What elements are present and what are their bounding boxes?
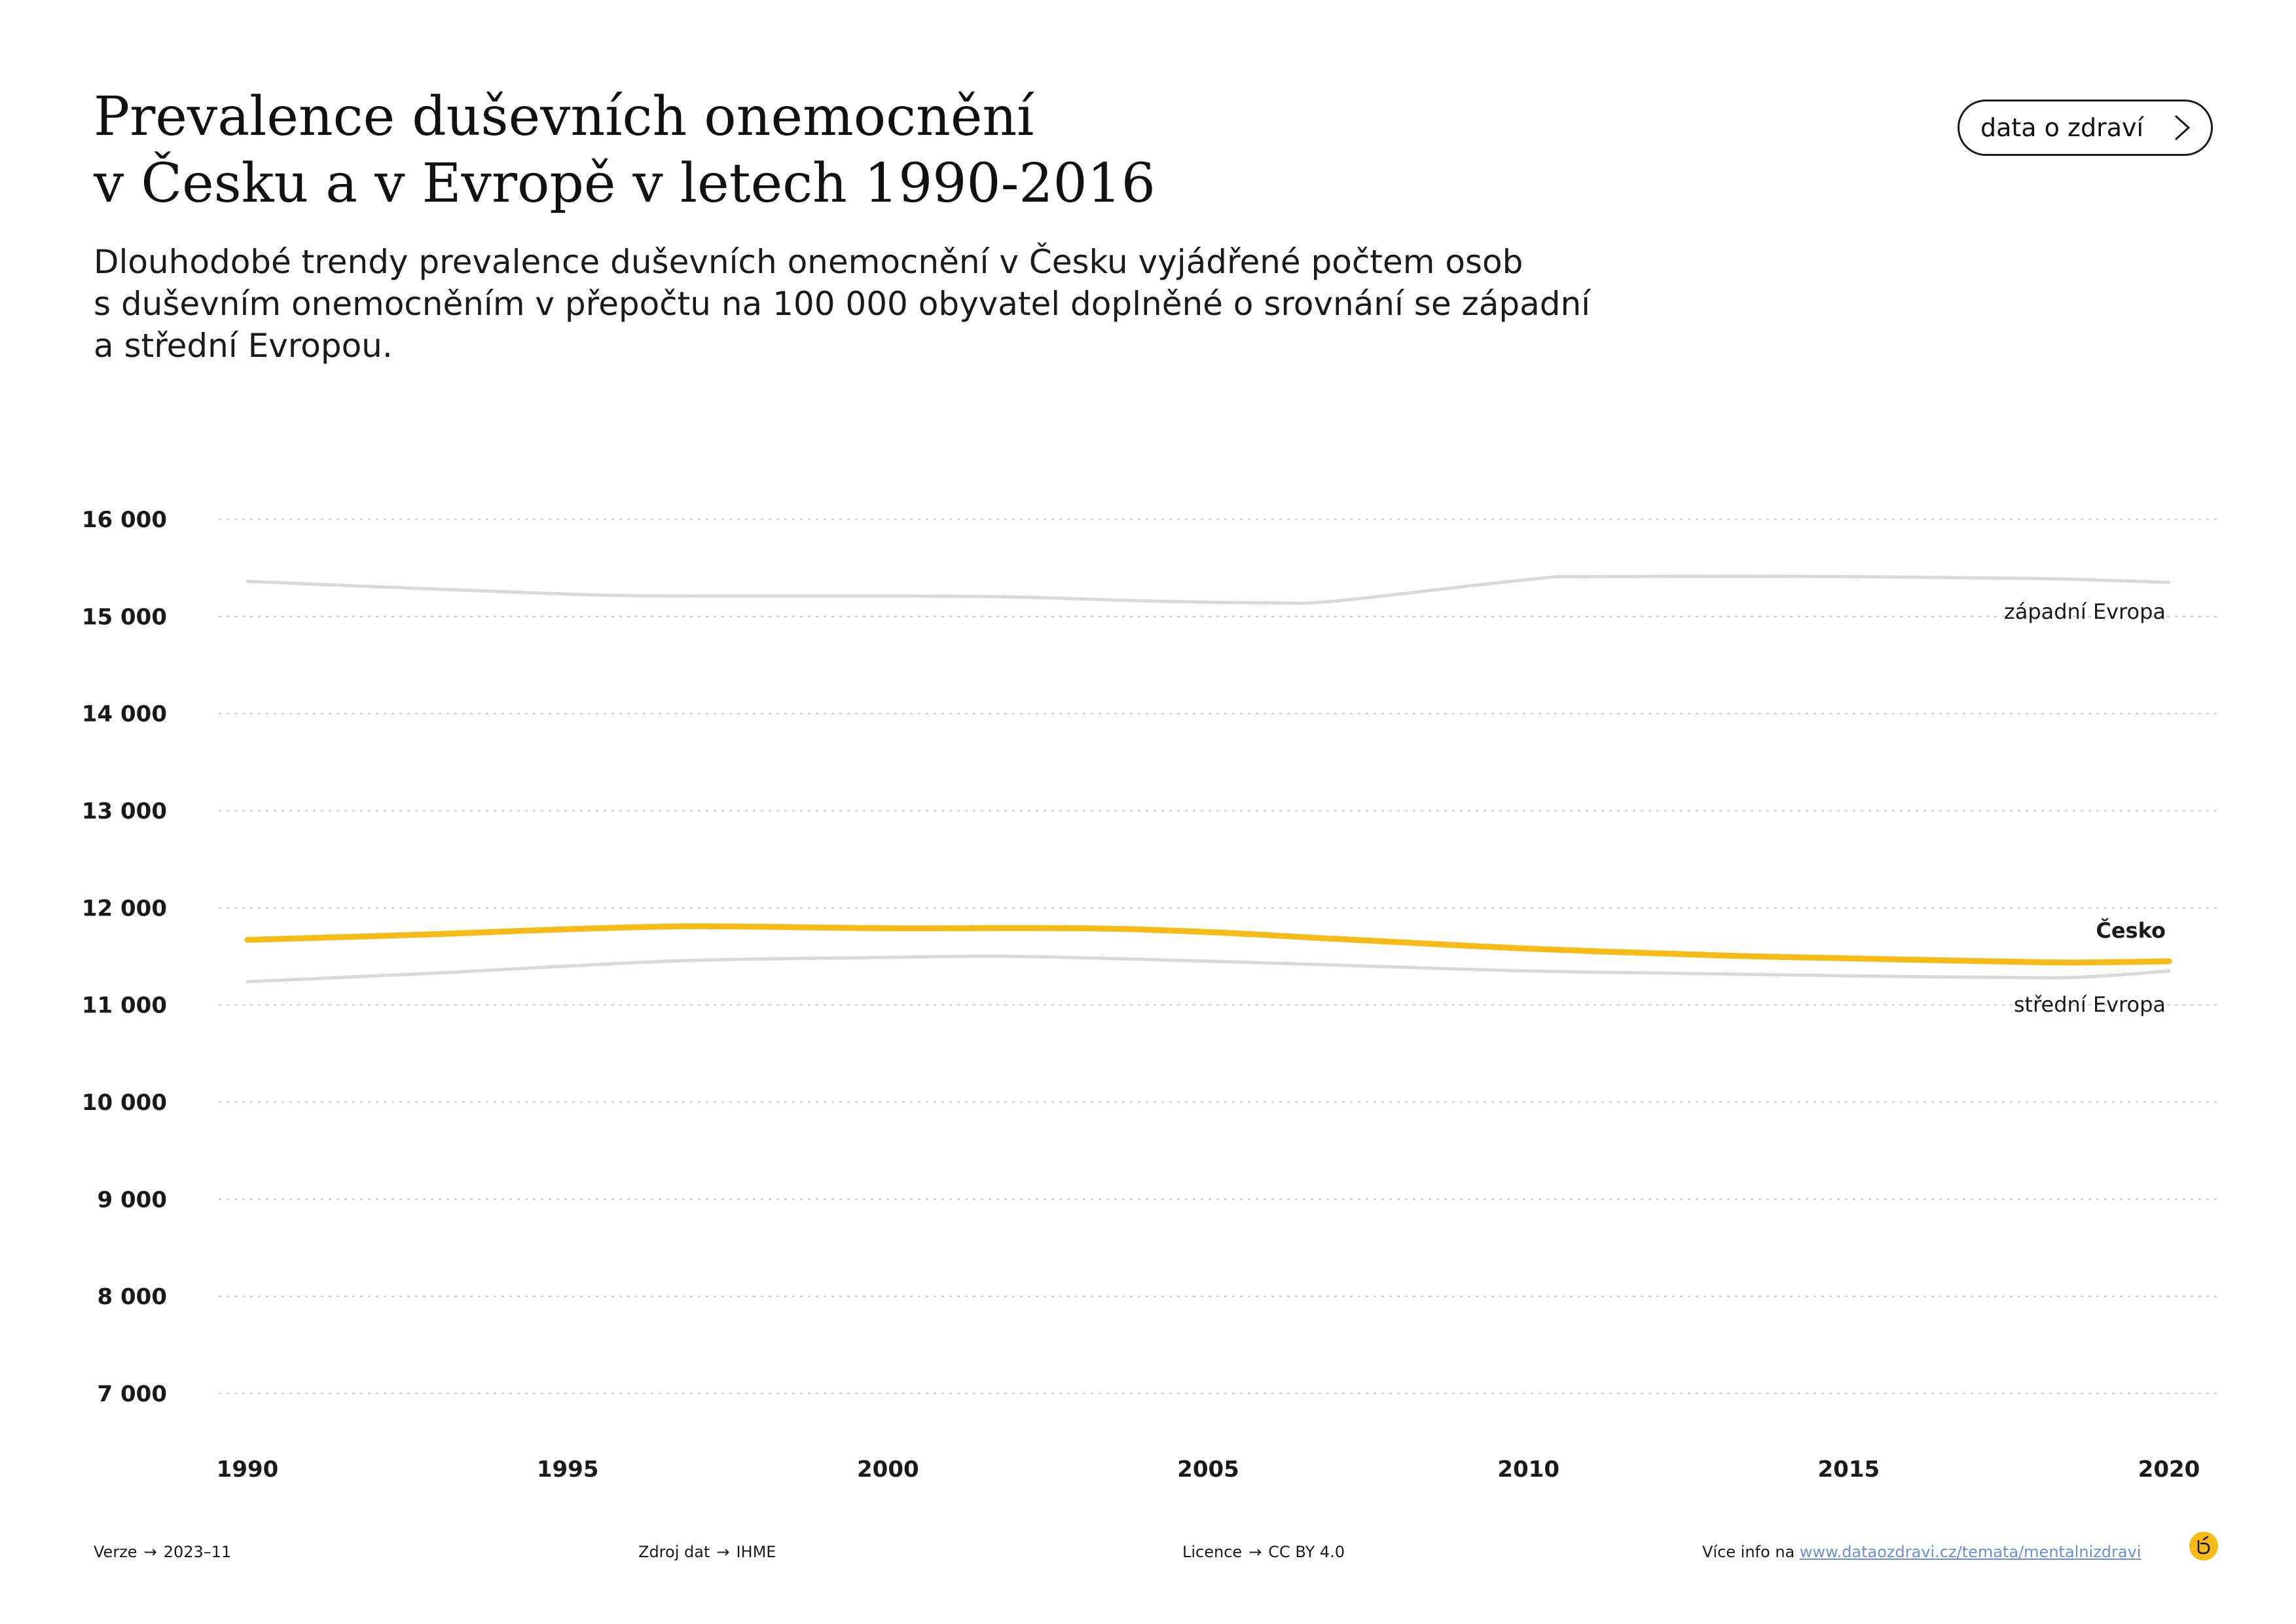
prevalence-line-chart: 7 000 8 000 9 000 10 000 11 000 12 000 13 000 1… bbox=[82, 507, 2217, 1483]
more-info-link[interactable]: www.dataozdravi.cz/temata/mentalnizdravi bbox=[1799, 1543, 2141, 1561]
y-tick-label: 11 000 bbox=[82, 993, 167, 1019]
y-tick-label: 7 000 bbox=[98, 1381, 167, 1407]
y-tick-label: 10 000 bbox=[82, 1090, 167, 1116]
page-subtitle: Dlouhodobé trendy prevalence duševních o… bbox=[94, 241, 1590, 367]
subtitle-line-1: Dlouhodobé trendy prevalence duševních o… bbox=[94, 243, 1523, 281]
dataozdravi-logo-icon bbox=[2189, 1532, 2218, 1560]
x-tick-label: 1990 bbox=[217, 1456, 279, 1483]
x-tick-label: 1995 bbox=[537, 1456, 599, 1483]
footer-version: Verze → 2023–11 bbox=[94, 1543, 231, 1561]
y-tick-label: 14 000 bbox=[82, 701, 167, 728]
x-tick-label: 2010 bbox=[1497, 1456, 1559, 1483]
y-tick-label: 16 000 bbox=[82, 507, 167, 533]
y-tick-label: 15 000 bbox=[82, 604, 167, 630]
series-label: střední Evropa bbox=[2014, 992, 2166, 1017]
arrow-icon: → bbox=[716, 1543, 730, 1561]
series-label: Česko bbox=[2096, 917, 2166, 943]
series-line-zapadni-evropa bbox=[246, 574, 2171, 605]
subtitle-line-2: s duševním onemocněním v přepočtu na 100… bbox=[94, 285, 1591, 323]
x-tick-label: 2000 bbox=[857, 1456, 919, 1483]
series-label: západní Evropa bbox=[2004, 599, 2166, 624]
x-tick-label: 2005 bbox=[1177, 1456, 1239, 1483]
series-line-cesko bbox=[244, 923, 2172, 966]
arrow-icon: → bbox=[143, 1543, 157, 1561]
data-o-zdravi-label: data o zdraví bbox=[1980, 113, 2144, 142]
license-value: CC BY 4.0 bbox=[1268, 1543, 1345, 1561]
footer-license: Licence → CC BY 4.0 bbox=[1182, 1543, 1345, 1561]
data-o-zdravi-button[interactable]: data o zdraví bbox=[1958, 100, 2213, 156]
chevron-right-icon bbox=[2174, 115, 2191, 141]
source-label: Zdroj dat bbox=[638, 1543, 710, 1561]
title-line-2: v Česku a v Evropě v letech 1990-2016 bbox=[94, 153, 1156, 215]
y-tick-label: 13 000 bbox=[82, 798, 167, 824]
version-label: Verze bbox=[94, 1543, 137, 1561]
y-tick-label: 12 000 bbox=[82, 895, 167, 921]
page-title: Prevalence duševních onemocnění v Česku … bbox=[94, 84, 1156, 217]
x-tick-label: 2020 bbox=[2138, 1456, 2200, 1483]
arrow-icon: → bbox=[1248, 1543, 1262, 1561]
footer-source: Zdroj dat → IHME bbox=[638, 1543, 776, 1561]
subtitle-line-3: a střední Evropou. bbox=[94, 327, 393, 365]
footer-more-info: Více info na www.dataozdravi.cz/temata/m… bbox=[1702, 1543, 2141, 1561]
y-tick-label: 9 000 bbox=[98, 1187, 167, 1213]
y-tick-label: 8 000 bbox=[98, 1284, 167, 1310]
version-value: 2023–11 bbox=[163, 1543, 232, 1561]
x-tick-label: 2015 bbox=[1818, 1456, 1880, 1483]
series-line-stredni-evropa bbox=[246, 954, 2171, 984]
license-label: Licence bbox=[1182, 1543, 1243, 1561]
more-info-label: Více info na bbox=[1702, 1543, 1795, 1561]
source-value: IHME bbox=[736, 1543, 776, 1561]
title-line-1: Prevalence duševních onemocnění bbox=[94, 86, 1034, 148]
